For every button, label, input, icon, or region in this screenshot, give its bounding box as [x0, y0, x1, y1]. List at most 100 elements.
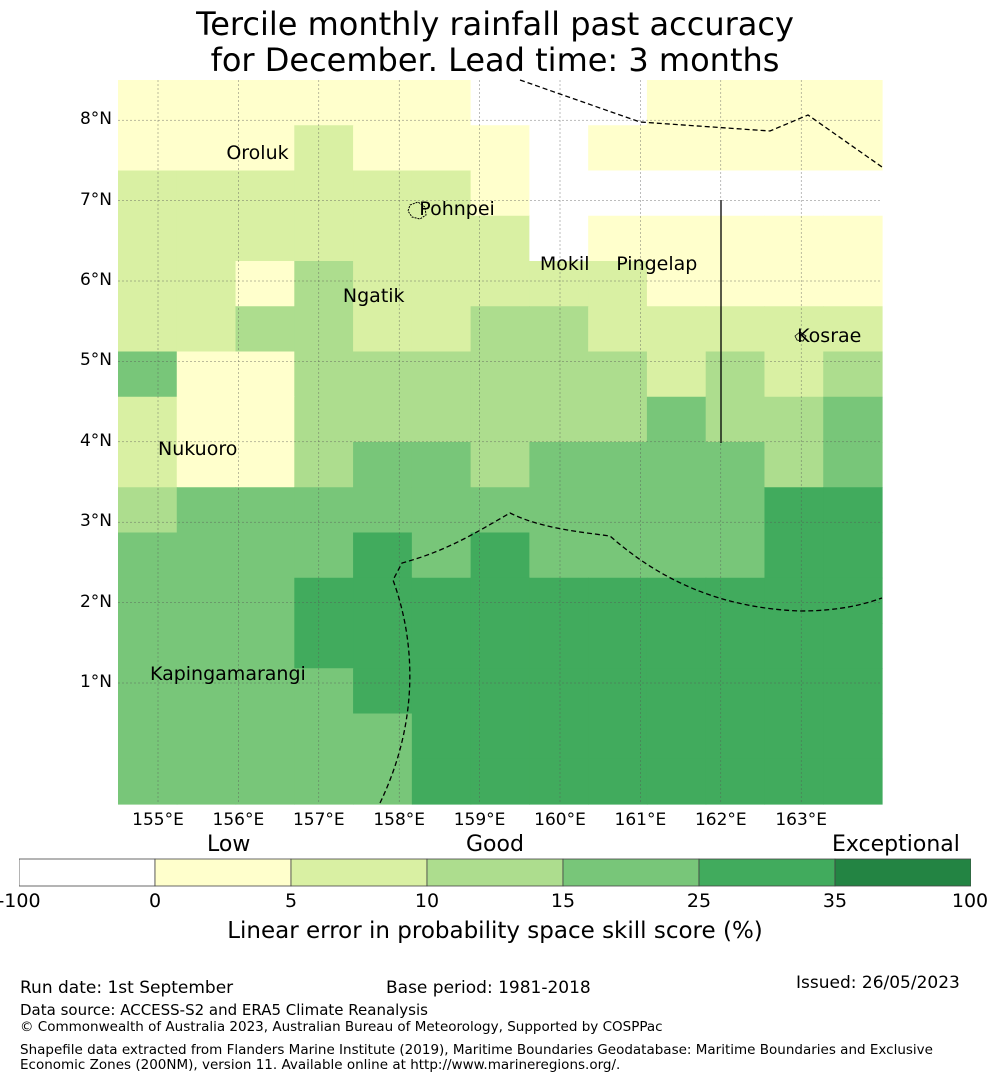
grid-cell: [646, 532, 707, 579]
grid-cell: [705, 125, 766, 172]
grid-cell: [411, 442, 472, 488]
skill-map: [118, 79, 883, 805]
grid-cell: [176, 623, 237, 669]
grid-cell: [646, 80, 707, 126]
grid-cell: [764, 623, 824, 669]
grid-cell: [470, 442, 530, 488]
grid-cell: [529, 487, 589, 534]
grid-cell: [118, 170, 178, 217]
grid-cell: [176, 170, 237, 217]
place-label: Pohnpei: [419, 198, 495, 221]
grid-cell: [411, 351, 472, 398]
lat-tick-label: 7°N: [79, 189, 112, 210]
grid-cell: [353, 170, 413, 217]
grid-cell: [705, 396, 766, 443]
grid-cell: [176, 668, 237, 715]
grid-cell: [294, 487, 354, 534]
grid-cell: [176, 306, 237, 353]
grid-cell: [176, 80, 237, 126]
grid-cell: [470, 80, 530, 126]
grid-cell: [646, 577, 707, 624]
category-exceptional: Exceptional: [832, 832, 960, 857]
place-label: Ngatik: [342, 285, 405, 308]
grid-cell: [764, 532, 824, 579]
grid-cell: [705, 215, 766, 262]
place-label: Kapingamarangi: [149, 662, 306, 685]
place-label: Oroluk: [226, 141, 289, 164]
grid-cell: [764, 170, 824, 217]
grid-cell: [705, 306, 766, 353]
grid-cell: [176, 577, 237, 624]
grid-cell: [646, 623, 707, 669]
colorbar-tick-label: 5: [284, 890, 298, 912]
grid-cell: [411, 758, 472, 805]
grid-cell: [764, 758, 824, 805]
grid-cell: [705, 758, 766, 805]
lon-tick-label: 156°E: [212, 810, 265, 830]
base-period: Base period: 1981-2018: [386, 978, 591, 998]
grid-cell: [705, 170, 766, 217]
lat-tick-label: 6°N: [79, 270, 112, 290]
lon-tick-label: 162°E: [694, 810, 747, 830]
grid-cell: [470, 758, 530, 805]
grid-cell: [294, 125, 354, 172]
grid-cell: [118, 396, 178, 443]
grid-cell: [588, 577, 648, 624]
grid-cell: [764, 668, 824, 715]
grid-cell: [353, 577, 413, 624]
grid-cell: [235, 306, 295, 353]
grid-cell: [353, 442, 413, 488]
grid-cell: [529, 351, 589, 398]
category-low: Low: [207, 832, 251, 857]
grid-cell: [470, 125, 530, 172]
lon-tick-label: 157°E: [292, 810, 345, 830]
grid-cell: [411, 396, 472, 443]
grid-cell: [823, 80, 883, 126]
lat-tick-label: 1°N: [79, 672, 112, 692]
colorbar-segment: [426, 858, 564, 887]
grid-cell: [176, 713, 237, 760]
grid-cell: [588, 396, 648, 443]
colorbar-tick-label: 15: [550, 890, 576, 912]
title-line-1: Tercile monthly rainfall past accuracy: [196, 5, 794, 43]
grid-cell: [118, 215, 178, 262]
grid-cell: [764, 125, 824, 172]
grid-cell: [529, 623, 589, 669]
grid-cell: [411, 170, 472, 217]
grid-cell: [235, 170, 295, 217]
grid-cell: [588, 215, 648, 262]
grid-cell: [588, 125, 648, 172]
grid-cell: [235, 80, 295, 126]
grid-cell: [529, 396, 589, 443]
grid-cell: [823, 532, 883, 579]
grid-cell: [823, 442, 883, 488]
colorbar-tick-label: 35: [822, 890, 848, 912]
grid-cell: [529, 80, 589, 126]
eez-boundary-north: [519, 79, 883, 168]
grid-cell: [118, 532, 178, 579]
grid-cell: [588, 758, 648, 805]
grid-cell: [529, 532, 589, 579]
grid-cell: [529, 442, 589, 488]
grid-cell: [235, 713, 295, 760]
grid-cell: [764, 442, 824, 488]
grid-cell: [235, 532, 295, 579]
grid-cell: [118, 758, 178, 805]
grid-cell: [646, 668, 707, 715]
grid-cell: [588, 261, 648, 307]
grid-cell: [764, 215, 824, 262]
grid-cell: [411, 487, 472, 534]
grid-cell: [529, 261, 589, 307]
grid-cell: [176, 125, 237, 172]
colorbar-tick-label: -100: [0, 890, 41, 912]
grid-cell: [588, 623, 648, 669]
grid-cell: [529, 125, 589, 172]
grid-cell: [294, 668, 354, 715]
grid-cell: [235, 487, 295, 534]
grid-cell: [470, 668, 530, 715]
grid-cell: [353, 668, 413, 715]
lon-tick-label: 158°E: [373, 810, 426, 830]
grid-cell: [294, 215, 354, 262]
grid-cell: [118, 125, 178, 172]
grid-cell: [470, 306, 530, 353]
